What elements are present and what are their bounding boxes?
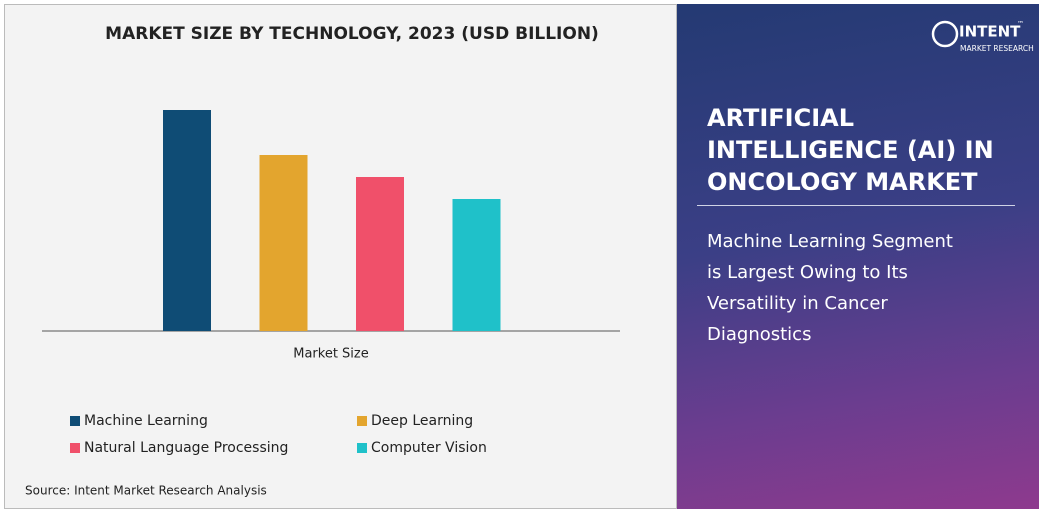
chart: MARKET SIZE BY TECHNOLOGY, 2023 (USD BIL… [25, 24, 620, 498]
logo-icon [931, 20, 959, 48]
logo-tagline: MARKET RESEARCH [960, 44, 1034, 53]
legend-swatch [70, 443, 80, 453]
chart-title: MARKET SIZE BY TECHNOLOGY, 2023 (USD BIL… [105, 24, 599, 44]
bar [356, 177, 404, 331]
legend-label: Computer Vision [371, 440, 487, 456]
heading: ARTIFICIAL [707, 104, 855, 132]
x-tick-label: Market Size [293, 347, 369, 362]
legend-swatch [357, 416, 367, 426]
chart-panel [4, 4, 677, 509]
bar [163, 110, 211, 331]
subtitle: is Largest Owing to Its [707, 262, 908, 283]
legend-label: Natural Language Processing [84, 440, 288, 456]
separator [697, 205, 1015, 206]
logo-tm: ™ [1017, 20, 1024, 28]
heading: INTELLIGENCE (AI) IN [707, 136, 994, 164]
logo-name: INTENT [959, 23, 1021, 41]
subtitle: Versatility in Cancer [707, 293, 888, 314]
subtitle: Machine Learning Segment [707, 231, 953, 252]
legend-swatch [357, 443, 367, 453]
bar [259, 155, 308, 331]
legend-label: Deep Learning [371, 413, 473, 429]
legend-swatch [70, 416, 80, 426]
legend-label: Machine Learning [84, 413, 208, 429]
info-panel: INTENT ™ MARKET RESEARCH ARTIFICIAL INTE… [677, 4, 1039, 509]
heading: ONCOLOGY MARKET [707, 168, 978, 196]
logo: INTENT ™ MARKET RESEARCH [931, 20, 1034, 53]
subtitle: Diagnostics [707, 324, 812, 345]
bar [452, 199, 501, 331]
source: Source: Intent Market Research Analysis [25, 484, 267, 498]
